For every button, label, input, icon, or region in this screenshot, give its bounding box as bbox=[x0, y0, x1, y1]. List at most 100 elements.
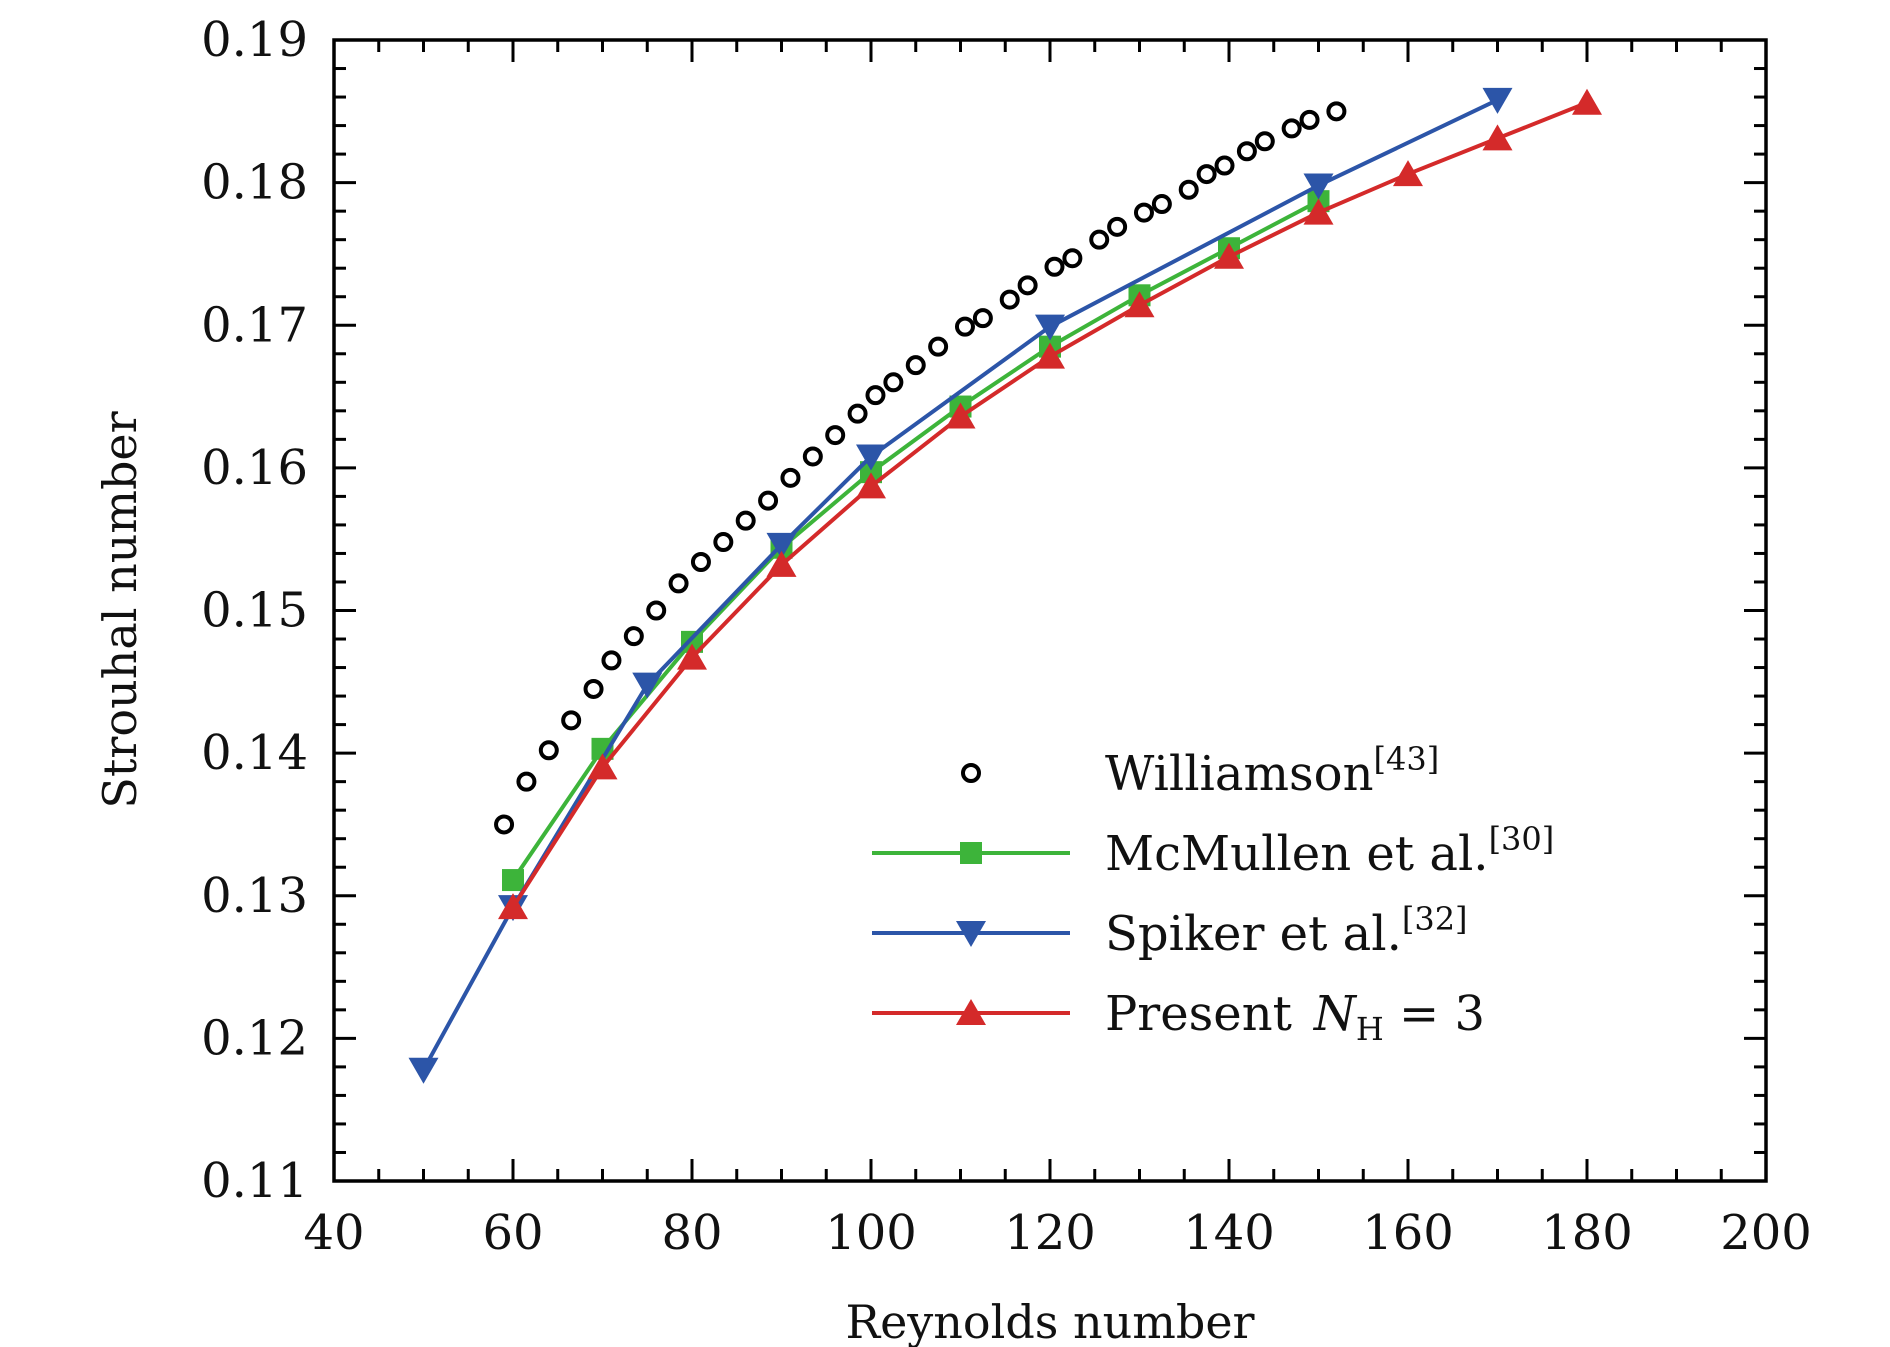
x-tick-label: 120 bbox=[1004, 1205, 1096, 1261]
legend: Williamson[43] McMullen et al.[30] Spiker … bbox=[872, 740, 1554, 1048]
y-tick-label: 0.12 bbox=[201, 1010, 308, 1066]
data-point bbox=[591, 737, 614, 760]
data-point bbox=[681, 630, 703, 653]
data-point bbox=[1303, 198, 1334, 225]
data-point bbox=[632, 672, 663, 699]
legend-citation: [43] bbox=[1373, 740, 1439, 778]
y-tick-label: 0.11 bbox=[201, 1153, 308, 1209]
data-point bbox=[690, 552, 711, 573]
data-point bbox=[999, 289, 1020, 310]
tick-labels: 40 60 80 100 120 140 160 180 200 0.11 0.12 0.13 0.14… bbox=[201, 12, 1812, 1261]
x-tick-label: 180 bbox=[1541, 1205, 1633, 1261]
data-point bbox=[883, 372, 904, 393]
legend-marker bbox=[956, 999, 986, 1025]
data-point bbox=[1151, 194, 1172, 215]
data-point bbox=[1062, 248, 1083, 269]
legend-marker bbox=[960, 842, 982, 864]
y-tick-label: 0.14 bbox=[201, 725, 308, 781]
data-point bbox=[408, 1057, 439, 1084]
data-point bbox=[856, 472, 886, 499]
series-3 bbox=[498, 88, 1602, 920]
data-point bbox=[1281, 118, 1302, 139]
axis-ticks bbox=[332, 38, 1768, 1183]
legend-citation: [32] bbox=[1402, 900, 1468, 938]
data-point bbox=[516, 771, 537, 792]
legend-math-sub: H bbox=[1356, 1010, 1384, 1048]
data-point bbox=[766, 550, 797, 577]
legend-name: McMullen et al. bbox=[1105, 826, 1489, 882]
x-tick-label: 60 bbox=[482, 1205, 543, 1261]
data-point bbox=[972, 308, 993, 329]
data-point bbox=[498, 893, 528, 920]
y-tick-label: 0.13 bbox=[201, 868, 308, 924]
data-point bbox=[780, 467, 801, 488]
data-point bbox=[601, 650, 622, 671]
series-line bbox=[511, 100, 1588, 909]
legend-label: Williamson[43] bbox=[1105, 740, 1439, 802]
data-point bbox=[1035, 314, 1065, 341]
data-point bbox=[494, 814, 515, 835]
data-point bbox=[646, 600, 667, 621]
legend-marker bbox=[961, 763, 981, 783]
data-point bbox=[538, 740, 559, 761]
legend-label: McMullen et al.[30] bbox=[1105, 820, 1554, 882]
data-point bbox=[945, 402, 976, 429]
data-point bbox=[825, 425, 846, 446]
axes-frame bbox=[332, 38, 1768, 1183]
x-tick-label: 100 bbox=[825, 1205, 917, 1261]
legend-name: Present bbox=[1105, 986, 1292, 1042]
y-tick-label: 0.15 bbox=[201, 583, 308, 639]
legend-label: Present NH = 3 bbox=[1105, 986, 1485, 1048]
legend-item: Present NH = 3 bbox=[872, 986, 1485, 1048]
data-point bbox=[1178, 179, 1199, 200]
data-point bbox=[1044, 256, 1065, 277]
legend-item: McMullen et al.[30] bbox=[872, 820, 1554, 882]
x-tick-label: 200 bbox=[1720, 1205, 1812, 1261]
y-tick-label: 0.17 bbox=[201, 297, 308, 353]
data-point bbox=[1214, 155, 1235, 176]
data-point bbox=[677, 643, 707, 670]
data-point bbox=[502, 869, 524, 892]
data-point bbox=[954, 316, 975, 337]
legend-math: N bbox=[1313, 986, 1358, 1042]
data-point bbox=[758, 490, 779, 511]
data-point bbox=[1482, 124, 1513, 151]
data-point bbox=[905, 355, 926, 376]
y-tick-label: 0.19 bbox=[201, 12, 308, 68]
data-point bbox=[583, 678, 604, 699]
legend-item: Williamson[43] bbox=[961, 740, 1439, 802]
series-0 bbox=[494, 101, 1347, 835]
data-point bbox=[1196, 164, 1217, 185]
x-tick-label: 40 bbox=[303, 1205, 364, 1261]
data-point bbox=[1124, 291, 1155, 318]
data-point bbox=[1254, 131, 1275, 152]
data-point bbox=[1572, 88, 1602, 115]
legend-name: Williamson bbox=[1105, 746, 1373, 802]
data-point bbox=[561, 710, 582, 731]
data-point bbox=[1133, 202, 1154, 223]
data-point bbox=[860, 461, 882, 484]
data-point bbox=[766, 532, 797, 559]
data-point bbox=[668, 573, 689, 594]
legend-math-rest: = 3 bbox=[1384, 986, 1485, 1042]
data-point bbox=[713, 532, 734, 553]
data-point bbox=[1326, 101, 1347, 122]
data-point bbox=[1236, 141, 1257, 162]
x-tick-label: 140 bbox=[1183, 1205, 1275, 1261]
x-axis-label: Reynolds number bbox=[845, 1295, 1254, 1347]
y-axis-label: Strouhal number bbox=[93, 411, 147, 808]
data-point bbox=[735, 510, 756, 531]
data-point bbox=[1089, 229, 1110, 250]
data-point bbox=[1303, 173, 1334, 200]
legend-citation: [30] bbox=[1489, 820, 1555, 858]
data-point bbox=[1299, 109, 1320, 130]
y-tick-label: 0.18 bbox=[201, 155, 308, 211]
data-point bbox=[865, 385, 886, 406]
data-point bbox=[623, 626, 644, 647]
data-point bbox=[1035, 342, 1065, 369]
data-point bbox=[587, 753, 618, 780]
data-point bbox=[1214, 242, 1244, 269]
data-point bbox=[1482, 87, 1513, 114]
legend-label: Spiker et al.[32] bbox=[1105, 900, 1468, 962]
legend-name: Spiker et al. bbox=[1105, 906, 1402, 962]
